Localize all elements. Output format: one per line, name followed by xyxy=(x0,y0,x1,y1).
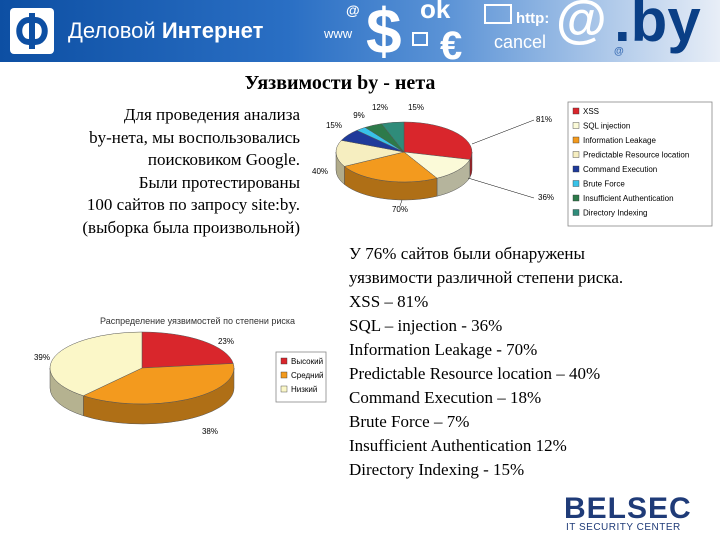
findings-line: Brute Force – 7% xyxy=(349,412,470,431)
findings-line: Insufficient Authentication 12% xyxy=(349,436,567,455)
pie-slice-1 xyxy=(82,363,235,405)
intro-line: Были протестированы xyxy=(138,172,300,192)
legend-entry: SQL injection xyxy=(583,122,630,131)
small-at-sign-icon: @ xyxy=(614,46,624,57)
risk-distribution-pie-chart: Распределение уязвимостей по степени рис… xyxy=(34,316,327,436)
pie-data-label: 15% xyxy=(408,103,424,112)
pie-slice-0 xyxy=(141,331,234,369)
legend-entry: Высокий xyxy=(291,357,323,366)
pie-data-label: 81% xyxy=(536,115,552,124)
pie-data-label: 38% xyxy=(202,427,218,436)
legend-swatch xyxy=(572,194,580,202)
belsec-logo-subtitle: IT SECURITY CENTER xyxy=(566,522,681,533)
legend-swatch xyxy=(572,107,580,115)
pie-data-label: 40% xyxy=(312,167,328,176)
pie-slice-3 xyxy=(335,140,405,167)
legend-entry: Predictable Resource location xyxy=(583,151,689,160)
pie-data-label: 12% xyxy=(372,103,388,112)
pie-data-label: 39% xyxy=(34,353,50,362)
legend-swatch xyxy=(572,209,580,216)
pie-slice-0 xyxy=(403,121,473,160)
legend-entry: Command Execution xyxy=(583,165,657,174)
pie-data-label: 9% xyxy=(353,111,365,120)
cancel-text: cancel xyxy=(494,32,547,52)
legend-box xyxy=(567,101,713,227)
intro-line: поисковиком Google. xyxy=(147,150,300,169)
intro-line: 100 сайтов по запросу site:by. xyxy=(86,195,300,214)
pie-data-label: 36% xyxy=(538,193,554,202)
findings-line: SQL – injection - 36% xyxy=(349,316,503,335)
findings-list: У 76% сайтов были обнаружены уязвимости … xyxy=(349,242,709,482)
findings-line: Directory Indexing - 15% xyxy=(349,460,525,479)
findings-line: XSS – 81% xyxy=(349,292,429,311)
pie-slice-2 xyxy=(49,331,143,397)
legend-swatch xyxy=(572,122,580,129)
banner-title-regular: Деловой xyxy=(68,18,156,43)
banner-title: Деловой Интернет xyxy=(68,18,263,44)
legend-entry: Information Leakage xyxy=(583,136,656,145)
legend-swatch xyxy=(572,136,580,144)
leader-line xyxy=(467,177,535,199)
house-icon xyxy=(412,32,428,46)
legend-entry: Brute Force xyxy=(583,180,625,189)
intro-line: (выборка была произвольной) xyxy=(82,217,300,237)
legend-swatch xyxy=(280,385,288,393)
pie-data-label: 15% xyxy=(326,121,342,130)
risk-chart-title: Распределение уязвимостей по степени рис… xyxy=(100,316,295,326)
legend-entry: Средний xyxy=(291,371,324,380)
legend-entry: XSS xyxy=(583,107,599,116)
intro-line: Для проведения анализа xyxy=(123,105,300,124)
pie-data-label: 23% xyxy=(218,337,234,346)
belsec-logo-name: BELSEC xyxy=(564,492,692,525)
slide-title: Уязвимости by - нета xyxy=(244,72,436,94)
intro-line: by-нета, мы воспользовались xyxy=(89,127,300,147)
legend-swatch xyxy=(572,165,580,173)
legend-swatch xyxy=(572,180,580,187)
vulnerability-types-pie-chart: XSS SQL injection Information Leakage Predi… xyxy=(312,101,713,227)
legend-entry: Insufficient Authentication xyxy=(583,194,674,203)
at-sign-icon: @ xyxy=(346,2,360,18)
leader-line xyxy=(399,199,403,207)
http-text: http: xyxy=(516,10,550,27)
findings-line: уязвимости различной степени риска. xyxy=(349,268,624,287)
envelope-icon xyxy=(484,4,512,24)
euro-icon: € xyxy=(440,24,463,62)
findings-line: Command Execution – 18% xyxy=(349,388,542,407)
ok-text: ok xyxy=(420,0,451,24)
findings-line: Predictable Resource location – 40% xyxy=(349,364,601,383)
legend-entry: Directory Indexing xyxy=(583,209,647,218)
dollar-icon: $ xyxy=(366,0,402,62)
www-text: www xyxy=(324,26,353,41)
legend-swatch xyxy=(280,371,288,379)
pie-data-label: 70% xyxy=(392,205,408,214)
legend-swatch xyxy=(280,357,288,365)
pie-slice-1 xyxy=(403,151,471,179)
findings-line: У 76% сайтов были обнаружены xyxy=(349,244,585,263)
big-at-sign-icon: @ xyxy=(556,0,607,49)
delovoy-internet-logo-icon xyxy=(10,8,54,54)
belsec-logo: BELSEC IT SECURITY CENTER xyxy=(562,492,712,534)
intro-paragraph: Для проведения анализа by-нета, мы воспо… xyxy=(20,104,300,239)
banner-title-bold: Интернет xyxy=(161,18,264,43)
pie-slice-7 xyxy=(380,121,405,153)
findings-line: Information Leakage - 70% xyxy=(349,340,538,359)
legend-entry: Низкий xyxy=(291,385,317,394)
legend-swatch xyxy=(572,151,580,158)
dot-by-text: .by xyxy=(614,0,701,54)
leader-line xyxy=(471,119,535,145)
header-banner: Деловой Интернет @ www $ ok http: @ € ca… xyxy=(0,0,720,62)
pie-slice-2 xyxy=(343,151,438,183)
